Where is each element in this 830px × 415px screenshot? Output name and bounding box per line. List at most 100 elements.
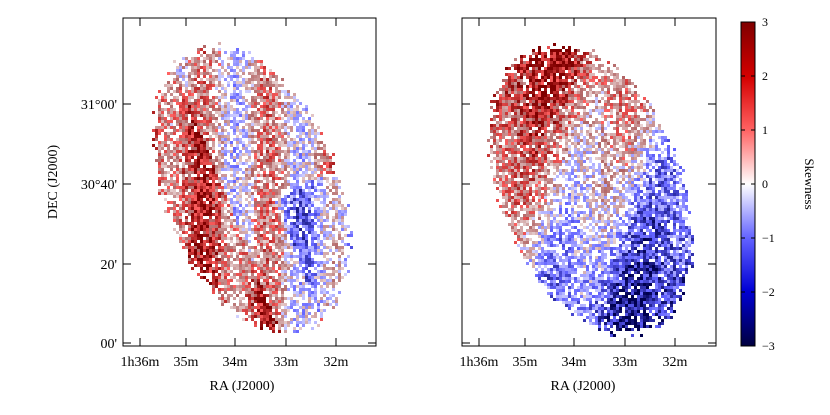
map-pixel xyxy=(293,330,296,333)
map-pixel xyxy=(556,76,559,79)
map-pixel xyxy=(263,138,266,141)
map-pixel xyxy=(505,139,508,142)
map-pixel xyxy=(212,99,215,102)
map-pixel xyxy=(215,177,218,180)
map-pixel xyxy=(326,231,329,234)
map-pixel xyxy=(281,267,284,270)
map-pixel xyxy=(302,252,305,255)
map-pixel xyxy=(631,130,634,133)
map-pixel xyxy=(287,111,290,114)
map-pixel xyxy=(245,99,248,102)
map-pixel xyxy=(191,249,194,252)
map-pixel xyxy=(182,123,185,126)
map-pixel xyxy=(631,82,634,85)
map-pixel xyxy=(302,174,305,177)
map-pixel xyxy=(616,169,619,172)
map-pixel xyxy=(308,117,311,120)
map-pixel xyxy=(191,234,194,237)
map-pixel xyxy=(559,85,562,88)
map-pixel xyxy=(209,192,212,195)
map-pixel xyxy=(314,171,317,174)
map-pixel xyxy=(158,165,161,168)
map-pixel xyxy=(535,67,538,70)
map-pixel xyxy=(278,303,281,306)
map-pixel xyxy=(173,60,176,63)
map-pixel xyxy=(317,168,320,171)
map-pixel xyxy=(308,153,311,156)
map-pixel xyxy=(233,93,236,96)
map-pixel xyxy=(320,165,323,168)
map-pixel xyxy=(233,117,236,120)
map-pixel xyxy=(257,213,260,216)
map-pixel xyxy=(559,70,562,73)
map-pixel xyxy=(263,90,266,93)
map-pixel xyxy=(508,97,511,100)
map-pixel xyxy=(200,192,203,195)
map-pixel xyxy=(526,67,529,70)
map-pixel xyxy=(221,186,224,189)
map-pixel xyxy=(236,147,239,150)
map-pixel xyxy=(293,168,296,171)
map-pixel xyxy=(251,288,254,291)
map-pixel xyxy=(646,157,649,160)
map-pixel xyxy=(200,114,203,117)
map-pixel xyxy=(266,315,269,318)
map-pixel xyxy=(182,198,185,201)
map-pixel xyxy=(251,57,254,60)
map-pixel xyxy=(215,126,218,129)
map-pixel xyxy=(242,144,245,147)
map-pixel xyxy=(167,120,170,123)
map-pixel xyxy=(562,130,565,133)
map-pixel xyxy=(230,69,233,72)
map-pixel xyxy=(311,225,314,228)
map-pixel xyxy=(574,154,577,157)
map-pixel xyxy=(496,139,499,142)
map-pixel xyxy=(227,288,230,291)
map-pixel xyxy=(275,195,278,198)
map-pixel xyxy=(197,273,200,276)
map-pixel xyxy=(194,102,197,105)
map-pixel xyxy=(326,204,329,207)
map-pixel xyxy=(676,163,679,166)
map-pixel xyxy=(610,163,613,166)
map-pixel xyxy=(218,201,221,204)
map-pixel xyxy=(206,261,209,264)
map-pixel xyxy=(311,222,314,225)
map-pixel xyxy=(209,219,212,222)
map-pixel xyxy=(299,261,302,264)
map-pixel xyxy=(245,78,248,81)
map-pixel xyxy=(532,106,535,109)
map-pixel xyxy=(224,291,227,294)
map-pixel xyxy=(266,186,269,189)
map-pixel xyxy=(218,207,221,210)
map-pixel xyxy=(200,120,203,123)
map-pixel xyxy=(553,91,556,94)
map-pixel xyxy=(221,147,224,150)
map-pixel xyxy=(607,76,610,79)
map-pixel xyxy=(314,153,317,156)
map-pixel xyxy=(601,136,604,139)
map-pixel xyxy=(260,63,263,66)
map-pixel xyxy=(275,303,278,306)
map-pixel xyxy=(302,141,305,144)
map-pixel xyxy=(661,139,664,142)
map-pixel xyxy=(191,162,194,165)
map-pixel xyxy=(287,105,290,108)
map-pixel xyxy=(221,210,224,213)
map-pixel xyxy=(218,156,221,159)
map-pixel xyxy=(556,148,559,151)
map-pixel xyxy=(577,142,580,145)
map-pixel xyxy=(556,97,559,100)
map-pixel xyxy=(308,219,311,222)
map-pixel xyxy=(236,234,239,237)
map-pixel xyxy=(622,100,625,103)
map-pixel xyxy=(206,123,209,126)
map-pixel xyxy=(493,151,496,154)
map-pixel xyxy=(197,246,200,249)
map-pixel xyxy=(299,219,302,222)
map-pixel xyxy=(281,222,284,225)
map-pixel xyxy=(203,63,206,66)
map-pixel xyxy=(634,127,637,130)
map-pixel xyxy=(631,109,634,112)
map-pixel xyxy=(221,165,224,168)
